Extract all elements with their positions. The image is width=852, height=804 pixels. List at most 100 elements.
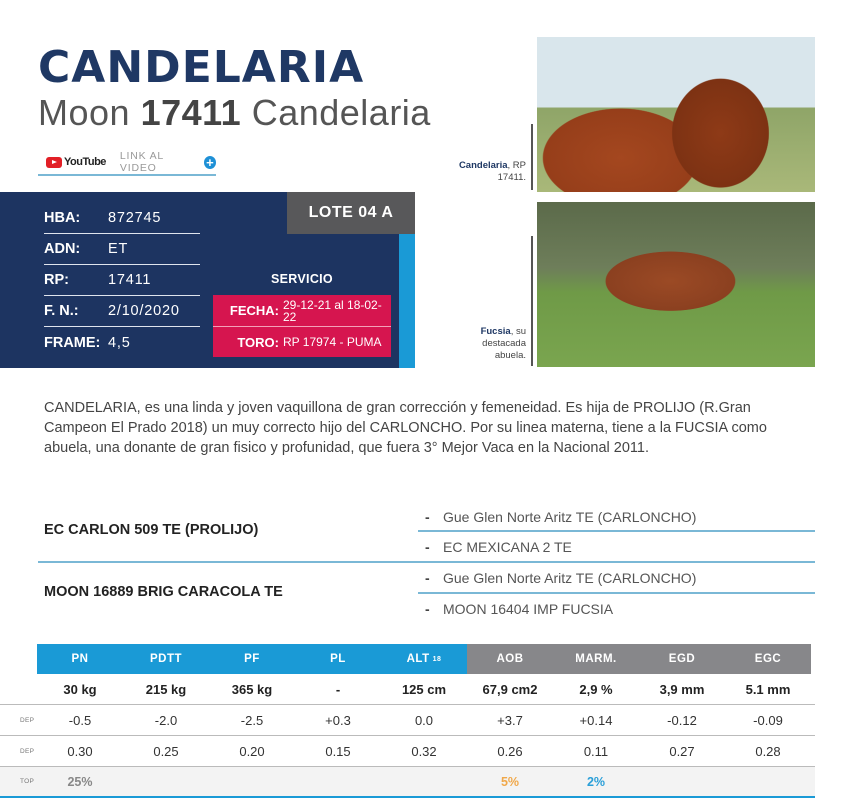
pedigree-divider xyxy=(418,530,815,532)
cell: 2,9 % xyxy=(579,681,613,697)
ancestor-name: EC MEXICANA 2 TE xyxy=(443,539,572,555)
col-pf: PF xyxy=(209,644,295,674)
field-value: 4,5 xyxy=(108,334,131,351)
cell: 2% xyxy=(586,774,606,789)
epd-table: PN PDTT PF PL ALT 18 AOB MARM. EGD EGC 30… xyxy=(0,644,815,798)
cell: +0.14 xyxy=(579,712,613,728)
cell: 0.30 xyxy=(67,743,93,759)
video-link-label[interactable]: LINK AL VIDEO xyxy=(119,150,164,174)
cell: -0.09 xyxy=(753,712,783,728)
pedigree-divider xyxy=(38,561,815,563)
animal-name-title: CANDELARIA xyxy=(38,42,365,93)
ancestor-name: Gue Glen Norte Aritz TE (CARLONCHO) xyxy=(443,509,697,525)
cell: 5% xyxy=(500,774,520,789)
caption-name: Candelaria xyxy=(458,160,508,171)
field-label: ADN: xyxy=(44,241,81,257)
lot-badge: LOTE 04 A xyxy=(287,192,415,234)
plus-circle-icon[interactable]: + xyxy=(203,155,216,169)
field-hba: HBA: 872745 xyxy=(44,203,200,234)
col-pn: PN xyxy=(37,644,123,674)
table-row-precision: DEP 0.30 0.25 0.20 0.15 0.32 0.26 0.11 0… xyxy=(0,736,815,767)
cell: 0.15 xyxy=(325,743,351,759)
caption-text: , su destacada abuela. xyxy=(482,326,526,361)
service-date: FECHA: 29-12-21 al 18-02-22 xyxy=(213,295,391,326)
service-bull-label: TORO: xyxy=(237,334,279,350)
youtube-video-link[interactable]: YouTube LINK AL VIDEO + xyxy=(38,150,216,176)
photo-fucsia xyxy=(537,202,815,367)
pedigree-divider xyxy=(418,592,815,594)
pedigree-dam: MOON 16889 BRIG CARACOLA TE xyxy=(44,584,283,600)
field-value: ET xyxy=(108,241,129,257)
field-rp: RP: 17411 xyxy=(44,265,200,296)
service-bull: TORO: RP 17974 - PUMA xyxy=(213,327,391,357)
service-date-value: 29-12-21 al 18-02-22 xyxy=(283,297,382,324)
subtitle-prefix: Moon xyxy=(38,92,131,133)
cell: 25% xyxy=(67,774,93,789)
cell: 215 kg xyxy=(145,681,187,697)
cell: 3,9 mm xyxy=(659,681,705,697)
cell: -2.5 xyxy=(240,712,264,728)
col-pdtt: PDTT xyxy=(123,644,209,674)
table-header: PN PDTT PF PL ALT 18 AOB MARM. EGD EGC xyxy=(37,644,815,674)
cell: 0.26 xyxy=(497,743,523,759)
youtube-brand: YouTube xyxy=(64,156,106,168)
field-label: F. N.: xyxy=(44,303,79,319)
pedigree-sire: EC CARLON 509 TE (PROLIJO) xyxy=(44,522,259,538)
field-label: RP: xyxy=(44,272,69,288)
ancestor-name: Gue Glen Norte Aritz TE (CARLONCHO) xyxy=(443,570,697,586)
col-egc: EGC xyxy=(725,644,811,674)
cell: -2.0 xyxy=(154,712,178,728)
table-row-measures: 30 kg 215 kg 365 kg - 125 cm 67,9 cm2 2,… xyxy=(0,674,815,705)
photo-caption-fucsia: Fucsia, su destacada abuela. xyxy=(458,326,526,362)
caption-rule xyxy=(531,236,533,366)
col-aob: AOB xyxy=(467,644,553,674)
field-value: 2/10/2020 xyxy=(108,303,180,319)
cell: -0.12 xyxy=(667,712,697,728)
table-row-top: TOP 25% 5% 2% xyxy=(0,767,815,798)
pedigree-dam-sire: - Gue Glen Norte Aritz TE (CARLONCHO) xyxy=(425,570,697,586)
pedigree-sire-sire: - Gue Glen Norte Aritz TE (CARLONCHO) xyxy=(425,509,697,525)
col-pl: PL xyxy=(295,644,381,674)
cell: - xyxy=(335,681,341,697)
cell: 125 cm xyxy=(401,681,447,697)
row-tag: DEP xyxy=(20,716,35,724)
field-label: HBA: xyxy=(44,210,81,226)
cell: 30 kg xyxy=(63,681,97,697)
cell: 0.0 xyxy=(414,712,434,728)
field-value: 872745 xyxy=(108,210,162,226)
table-row-dep: DEP -0.5 -2.0 -2.5 +0.3 0.0 +3.7 +0.14 -… xyxy=(0,705,815,736)
cell: +3.7 xyxy=(497,712,523,728)
cell: 0.32 xyxy=(411,743,437,759)
cell: -0.5 xyxy=(68,712,92,728)
photo-caption-candelaria: Candelaria, RP 17411. xyxy=(440,160,526,184)
accent-bar xyxy=(399,233,415,368)
animal-subtitle: Moon 17411 Candelaria xyxy=(38,92,431,134)
cell: 0.25 xyxy=(153,743,179,759)
cell: 0.28 xyxy=(755,743,781,759)
youtube-logo: YouTube xyxy=(46,156,106,168)
cell: 0.11 xyxy=(583,743,609,759)
caption-rule xyxy=(531,124,533,190)
subtitle-suffix: Candelaria xyxy=(251,92,431,133)
pedigree-sire-dam: - EC MEXICANA 2 TE xyxy=(425,539,572,555)
caption-name: Fucsia xyxy=(480,326,511,337)
cell: 365 kg xyxy=(231,681,273,697)
col-marm: MARM. xyxy=(553,644,639,674)
col-alt: ALT 18 xyxy=(381,644,467,674)
caption-text: , RP 17411. xyxy=(497,160,526,183)
cell: 5.1 mm xyxy=(745,681,791,697)
cell: 0.20 xyxy=(239,743,265,759)
service-divider xyxy=(213,326,391,327)
field-adn: ADN: ET xyxy=(44,234,200,265)
col-egd: EGD xyxy=(639,644,725,674)
service-date-label: FECHA: xyxy=(229,303,279,318)
row-tag: DEP xyxy=(20,747,35,755)
cell: 0.27 xyxy=(669,743,695,759)
field-value: 17411 xyxy=(108,272,152,288)
field-fn: F. N.: 2/10/2020 xyxy=(44,296,200,327)
service-bull-value: RP 17974 - PUMA xyxy=(283,335,382,349)
description: CANDELARIA, es una linda y joven vaquill… xyxy=(44,400,767,456)
photo-candelaria xyxy=(537,37,815,192)
row-tag: TOP xyxy=(20,778,35,785)
service-title: SERVICIO xyxy=(271,272,333,286)
